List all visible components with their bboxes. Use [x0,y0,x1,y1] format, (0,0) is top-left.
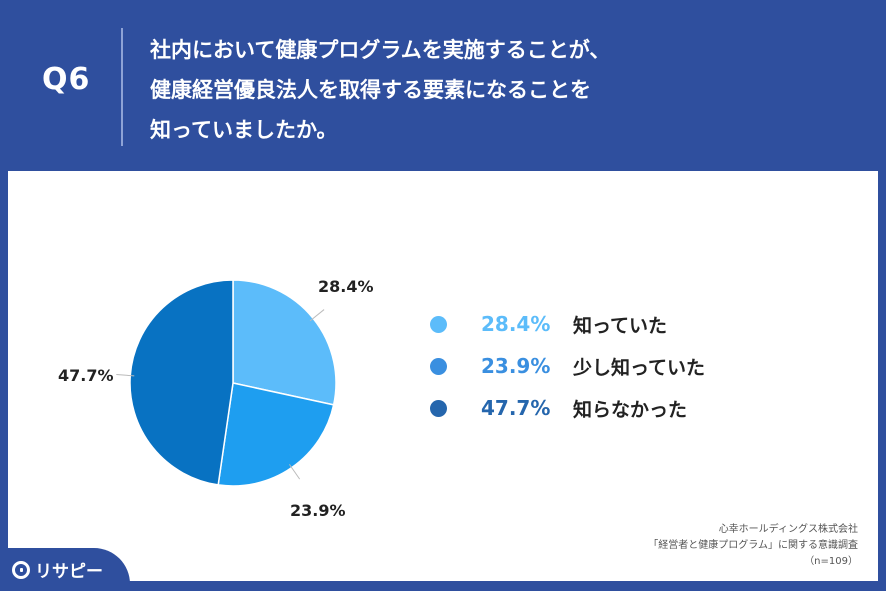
question-number: Q6 [42,62,91,97]
slice-value-label-2: 23.9% [290,501,346,520]
source-company: 心幸ホールディングス株式会社 [718,524,858,535]
brand-mark-icon [12,560,30,579]
legend-dot-1 [430,315,447,333]
pie-chart [116,279,337,487]
chart-card: 28.4% 23.9% 47.7% 28.4% 知っていた 23.9% 少し知っ… [8,171,878,581]
legend-value-3: 47.7% [481,396,551,420]
legend-dot-2 [430,357,447,375]
leader-line-3 [116,374,135,377]
leader-line-2 [289,464,301,480]
legend-item-2: 23.9% 少し知っていた [430,345,705,387]
legend-label-3: 知らなかった [573,398,688,421]
legend-label-2: 少し知っていた [573,356,706,379]
leader-line-1 [309,309,325,322]
pie-slice-3 [129,279,234,486]
source-note: 心幸ホールディングス株式会社 「経営者と健康プログラム」に関する意識調査 （n=… [648,522,858,570]
source-survey: 「経営者と健康プログラム」に関する意識調査 [648,540,858,551]
question-header: Q6 社内において健康プログラムを実施することが、 健康経営優良法人を取得する要… [0,0,886,170]
legend-value-1: 28.4% [481,312,551,336]
brand-name: リサピー [35,562,103,582]
header-divider [121,28,123,146]
legend-item-3: 47.7% 知らなかった [430,387,705,429]
source-sample-size: （n=109） [804,556,858,567]
legend-dot-3 [430,399,447,417]
question-line-3: 知っていましたか。 [150,118,338,142]
legend-label-1: 知っていた [573,314,668,337]
legend-item-1: 28.4% 知っていた [430,303,705,345]
question-line-1: 社内において健康プログラムを実施することが、 [150,38,611,62]
chart-legend: 28.4% 知っていた 23.9% 少し知っていた 47.7% 知らなかった [430,303,705,429]
slice-value-label-1: 28.4% [318,277,374,296]
legend-value-2: 23.9% [481,354,551,378]
slice-value-label-3: 47.7% [58,366,114,385]
question-line-2: 健康経営優良法人を取得する要素になることを [150,78,591,102]
brand-logo: リサピー [12,557,103,582]
question-text: 社内において健康プログラムを実施することが、 健康経営優良法人を取得する要素にな… [150,30,850,150]
